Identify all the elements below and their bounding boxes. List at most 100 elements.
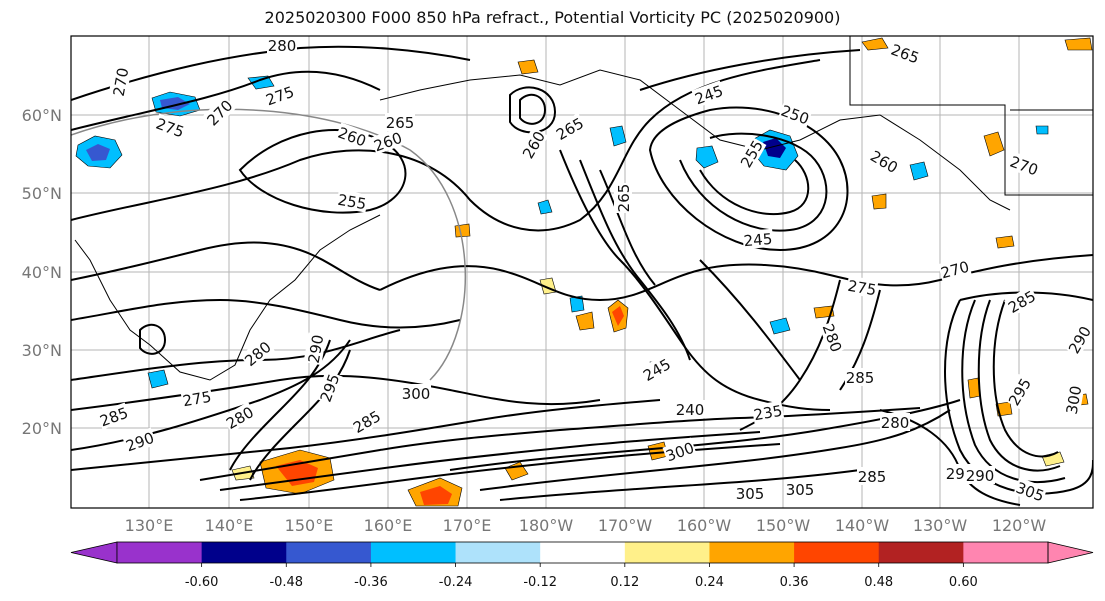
longitude-tick-label: 140°E — [205, 516, 254, 535]
contour-label: 235 — [751, 400, 785, 425]
contour-value: 280 — [268, 37, 297, 55]
pv-negative-patch — [1035, 125, 1049, 135]
colorbar-tick-label: 0.12 — [610, 575, 639, 590]
contour-value: 290 — [966, 467, 995, 485]
colorbar-segment — [286, 542, 372, 563]
pv-negative-patch — [695, 145, 719, 169]
pv-negative-patch — [769, 317, 791, 335]
contour-value: 235 — [752, 402, 783, 425]
latitude-tick-label: 60°N — [22, 106, 62, 125]
pv-negative-patch — [909, 161, 929, 181]
colorbar-segment — [963, 542, 1049, 563]
contour-label: 280 — [819, 320, 847, 355]
longitude-tick-label: 150°W — [756, 516, 811, 535]
great-circle-trace — [71, 108, 467, 381]
colorbar: -0.60 -0.48 -0.36 -0.24 -0.12 0.12 0.24 0.36 0.4… — [70, 541, 1094, 590]
latitude-tick-label: 50°N — [22, 184, 62, 203]
colorbar-segment — [709, 542, 795, 563]
contour-label: 240 — [675, 400, 705, 419]
longitude-tick-label: 170°W — [598, 516, 653, 535]
contour-label: 290 — [303, 332, 328, 366]
figure-title: 2025020300 F000 850 hPa refract., Potent… — [264, 8, 841, 27]
colorbar-segment — [540, 542, 626, 563]
contour-label: 280 — [880, 413, 910, 432]
pv-positive-patch — [995, 235, 1015, 249]
colorbar-tick-label: -0.24 — [439, 575, 473, 590]
colorbar-tick-label: -0.60 — [185, 575, 219, 590]
pv-positive-core — [612, 306, 624, 326]
longitude-tick-label: 130°E — [125, 516, 174, 535]
colorbar-segment — [370, 542, 457, 563]
contour-label: 275 — [180, 386, 214, 411]
contour-value: 265 — [386, 114, 415, 132]
colorbar-extend-low — [70, 541, 118, 564]
pv-negative-core — [763, 138, 786, 158]
pv-positive-patch — [575, 311, 595, 331]
longitude-tick-label: 160°E — [364, 516, 413, 535]
colorbar-tick-label: -0.36 — [354, 575, 388, 590]
colorbar-tick-label: 0.36 — [780, 575, 809, 590]
contour-value: 300 — [1063, 384, 1086, 415]
contour-value: 285 — [846, 369, 875, 387]
pv-positive-patch — [1064, 37, 1093, 51]
contour-label: 265 — [614, 183, 633, 213]
pv-positive-patch — [861, 37, 889, 51]
colorbar-segment — [117, 542, 203, 563]
contour-label: 285 — [845, 368, 875, 387]
pv-positive-patch — [813, 305, 835, 319]
contour-value: 305 — [786, 481, 815, 499]
colorbar-tick-label: 0.48 — [864, 575, 893, 590]
pv-positive-patch — [983, 131, 1005, 157]
longitude-tick-label: 180°W — [519, 516, 574, 535]
contour-label: 265 — [385, 113, 415, 132]
contour-value: 285 — [858, 468, 887, 486]
coastlines — [74, 36, 1093, 381]
longitude-tick-label: 160°W — [677, 516, 732, 535]
pv-positive-patch — [517, 59, 539, 75]
contour-value: 265 — [615, 184, 633, 213]
colorbar-segment — [624, 542, 710, 563]
contour-label: 270 — [108, 65, 132, 99]
colorbar-segment — [455, 542, 541, 563]
contour-value: 300 — [402, 385, 431, 403]
contour-value: 290 — [305, 333, 328, 364]
colorbar-tick-label: -0.12 — [523, 575, 557, 590]
longitude-labels: 130°E 140°E 150°E 160°E 170°E 180°W 170°W 160°W… — [125, 516, 1047, 535]
contour-label: 245 — [742, 228, 774, 250]
latitude-labels: 60°N 50°N 40°N 30°N 20°N — [22, 106, 62, 438]
colorbar-tick-label: -0.48 — [269, 575, 303, 590]
latitude-tick-label: 20°N — [22, 419, 62, 438]
contour-value: 240 — [676, 401, 705, 419]
latitude-tick-label: 40°N — [22, 263, 62, 282]
colorbar-outline — [116, 541, 1049, 564]
longitude-tick-label: 170°E — [443, 516, 492, 535]
longitude-tick-label: 130°W — [913, 516, 968, 535]
pv-negative-core — [86, 144, 110, 161]
contour-label: 305 — [735, 484, 765, 503]
pv-negative-patch — [247, 75, 275, 90]
pv-positive-patch — [454, 223, 471, 238]
contour-label: 305 — [785, 480, 815, 499]
pv-positive-core — [420, 486, 452, 505]
colorbar-tick-label: 0.24 — [695, 575, 724, 590]
contour-value: 275 — [846, 277, 877, 300]
contour-label: 265 — [552, 112, 587, 144]
contour-label: 300 — [401, 384, 431, 403]
contour-value: 305 — [736, 485, 765, 503]
longitude-tick-label: 120°W — [992, 516, 1047, 535]
pv-negative-patch — [537, 199, 553, 215]
contour-label: 290 — [965, 466, 995, 485]
pv-positive-patch — [871, 193, 887, 210]
contour-label: 300 — [1061, 383, 1086, 417]
contour-label: 285 — [857, 467, 887, 486]
pv-negative-patch — [569, 295, 585, 313]
colorbar-tick-label: 0.60 — [949, 575, 978, 590]
longitude-tick-label: 150°E — [285, 516, 334, 535]
contour-value: 275 — [181, 388, 212, 411]
latitude-tick-label: 30°N — [22, 341, 62, 360]
longitude-tick-label: 140°W — [835, 516, 890, 535]
colorbar-segment — [878, 542, 964, 563]
contour-label: 275 — [845, 275, 879, 300]
colorbar-extend-high — [1047, 541, 1094, 564]
